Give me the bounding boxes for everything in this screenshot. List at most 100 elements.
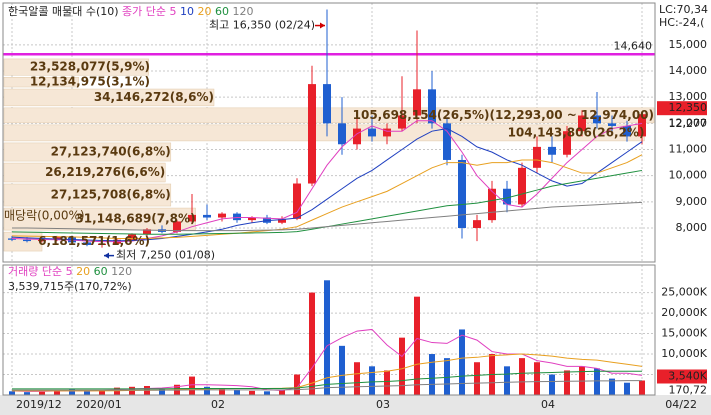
axis-area (655, 0, 711, 395)
candle-body (413, 89, 421, 116)
x-tick-label: 02 (211, 398, 225, 411)
volume-bar (294, 374, 300, 395)
candle-body (368, 128, 376, 137)
legend-entry: 20 (198, 5, 212, 18)
corner-label: HC:-24,( (659, 16, 704, 29)
volume-profile-bar (3, 162, 166, 183)
volume-bar (609, 378, 615, 395)
volume-bar (279, 390, 285, 395)
volume-bar (9, 391, 15, 395)
y-tick-label: 8,000 (676, 221, 708, 234)
y-tick-label: 9,000 (676, 195, 708, 208)
candle-body (503, 188, 511, 205)
volume-profile-label: 6,181,571(1,6%) (38, 234, 150, 248)
volume-bar (324, 280, 330, 395)
volume-info: 3,539,715주(170,72%) (8, 280, 132, 293)
volume-profile-bar (3, 142, 172, 162)
candle-body (383, 128, 391, 137)
volume-bar (474, 362, 480, 395)
candle-body (428, 89, 436, 124)
volume-profile-label: 104,143,806(26,2%) (508, 125, 645, 139)
legend-entry: 20 (76, 265, 90, 278)
price-label-box (657, 101, 707, 116)
y-tick-label: 12,000 (669, 116, 708, 129)
volume-profile-label: 105,698,154(26,5%)(12,293,00 ~ 12,974,00… (353, 108, 654, 122)
x-tick-label: 2020/01 (76, 398, 122, 411)
legend-entry: 60 (215, 5, 229, 18)
volume-profile-extra: 매당락(0,00%) (4, 209, 85, 223)
volume-bar (189, 376, 195, 395)
x-tick-label: 04/22 (665, 398, 697, 411)
candle-body (248, 217, 256, 221)
y-tick-label: 11,000 (669, 143, 708, 156)
volume-bar (249, 390, 255, 395)
volume-bar (429, 354, 435, 395)
volume-bar (354, 362, 360, 395)
y-tick-label: 20,000K (661, 306, 707, 319)
volume-bar (534, 362, 540, 395)
candle-body (578, 115, 586, 132)
x-tick-label: 03 (376, 398, 390, 411)
volume-bar (594, 368, 600, 395)
x-tick-label: 2019/12 (16, 398, 62, 411)
volume-bar (519, 358, 525, 395)
volume-bar (204, 386, 210, 395)
volume-bar (99, 390, 105, 395)
plot-layer: 8,000 9,000 10,000 11,000 12,000 13,000 14,000… (3, 3, 708, 411)
candle-body (218, 213, 226, 218)
candle-body (353, 128, 361, 145)
volume-bar (309, 292, 315, 395)
volume-profile-bar (3, 77, 79, 88)
candle-body (323, 84, 331, 124)
volume-profile-label: 23,528,077(5,9%) (30, 60, 150, 74)
corner-label: LC:70,34 (659, 3, 708, 16)
candle-body (23, 239, 31, 242)
y-tick-label: 10,000 (669, 169, 708, 182)
volume-bar (399, 337, 405, 395)
volume-profile-label: 27,125,708(6,8%) (51, 188, 171, 202)
candle-body (563, 131, 571, 155)
volume-bar (264, 391, 270, 395)
candle-body (143, 229, 151, 235)
volume-bar (459, 329, 465, 395)
volume-bar (24, 392, 30, 395)
candle-body (278, 218, 286, 223)
volume-profile-label: 31,148,689(7,8%) (75, 212, 195, 226)
volume-sub-label: 170,72 (669, 383, 708, 396)
candle-body (473, 220, 481, 228)
candle-body (38, 239, 46, 242)
legend-entry: 120 (111, 265, 132, 278)
volume-profile-bar (3, 183, 172, 207)
volume-bar (624, 382, 630, 395)
candle-body (83, 242, 91, 245)
candle-body (548, 146, 556, 155)
volume-bar (159, 388, 165, 395)
x-tick-label: 04 (541, 398, 555, 411)
volume-bar (414, 296, 420, 395)
candle-body (8, 238, 16, 240)
price-panel-border (2, 2, 656, 263)
y-tick-label: 15,000K (661, 327, 707, 340)
arrow-head (104, 252, 109, 259)
chart-title: 한국알콜 매물대 수(10) (8, 4, 119, 18)
volume-bar (234, 390, 240, 395)
y-tick-label: 15,000 (669, 38, 708, 51)
arrow-head (320, 22, 325, 29)
volume-profile-label: 34,146,272(8,6%) (94, 90, 214, 104)
price-label: 12,277 (669, 117, 708, 130)
candle-body (308, 84, 316, 184)
high-annotation: 최고 16,350 (02/24) (209, 19, 315, 32)
volume-profile-bar (3, 88, 215, 107)
ma-line (11, 128, 643, 242)
volume-bar (369, 366, 375, 395)
candle-body (398, 115, 406, 129)
volume-bar (219, 388, 225, 395)
legend-entry: 5 (170, 5, 177, 18)
legend-prefix: 종가 단순 (122, 5, 166, 18)
candle-body (203, 214, 211, 218)
volume-label-box (657, 369, 707, 384)
legend-entry: 5 (66, 265, 73, 278)
legend-entry: 60 (94, 265, 108, 278)
candle-body (623, 125, 631, 137)
y-tick-label: 25,000K (661, 286, 707, 299)
